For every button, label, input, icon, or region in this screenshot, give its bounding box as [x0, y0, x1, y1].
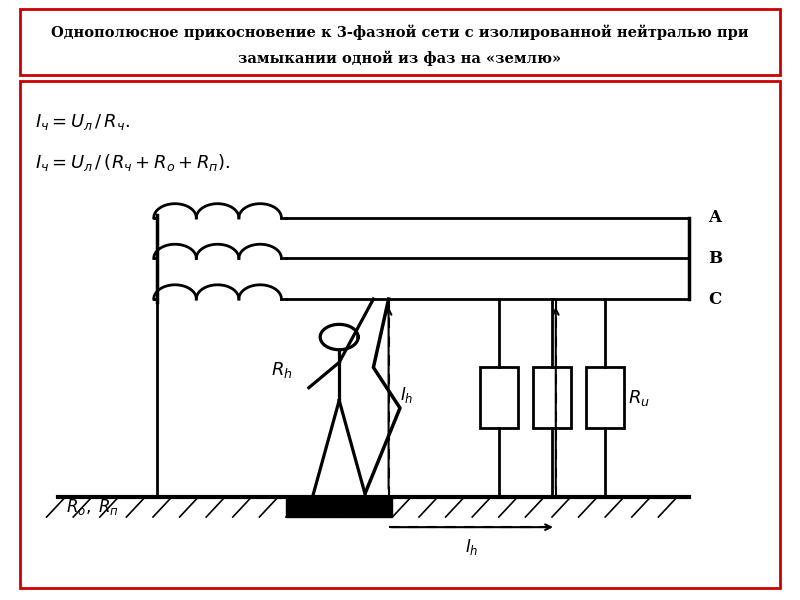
Bar [480, 367, 518, 428]
Bar [286, 497, 392, 517]
Text: A: A [708, 209, 721, 226]
Text: $\mathit{I}_ч = \mathit{U}_л\,/\,(\mathit{R}_ч + \mathit{R}_о + \mathit{R}_п).$: $\mathit{I}_ч = \mathit{U}_л\,/\,(\mathi… [35, 152, 230, 173]
Text: $\mathit{I}_{h}$: $\mathit{I}_{h}$ [466, 538, 479, 557]
Text: Однополюсное прикосновение к 3-фазной сети с изолированной нейтралью при: Однополюсное прикосновение к 3-фазной се… [51, 25, 749, 40]
Text: $\mathit{I}_ч = \mathit{U}_л\,/\,\mathit{R}_ч.$: $\mathit{I}_ч = \mathit{U}_л\,/\,\mathit… [35, 112, 130, 131]
Bar [533, 367, 571, 428]
Text: $\mathit{I}_{h}$: $\mathit{I}_{h}$ [400, 385, 414, 406]
Text: B: B [708, 250, 722, 267]
Text: $\mathit{R}_{o},\;\mathit{R}_{п}$: $\mathit{R}_{o},\;\mathit{R}_{п}$ [66, 497, 118, 517]
FancyBboxPatch shape [20, 9, 780, 75]
FancyBboxPatch shape [20, 81, 780, 588]
Text: замыкании одной из фаз на «землю»: замыкании одной из фаз на «землю» [238, 51, 562, 66]
Text: C: C [708, 290, 721, 308]
Bar [586, 367, 624, 428]
Text: $\mathit{R}_{u}$: $\mathit{R}_{u}$ [628, 388, 650, 408]
Text: $\mathit{R}_{h}$: $\mathit{R}_{h}$ [270, 360, 293, 380]
